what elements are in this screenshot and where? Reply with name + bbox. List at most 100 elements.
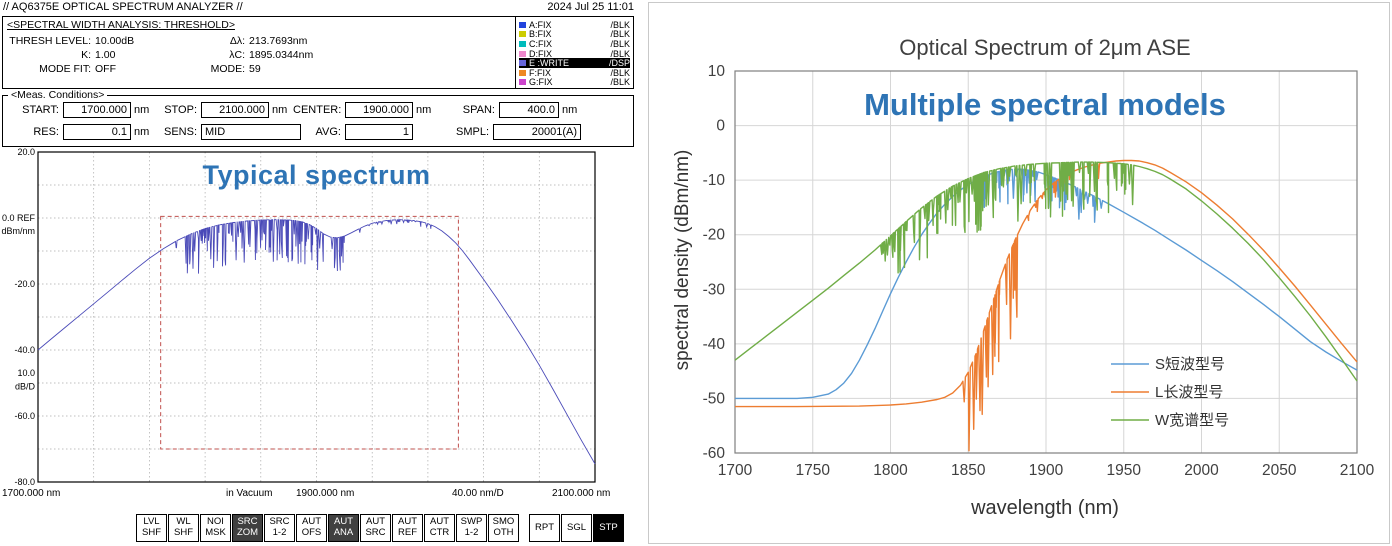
softkey-stp[interactable]: STP [593,514,624,542]
softkey-wl-shf[interactable]: WL SHF [168,514,199,542]
trace-row-f[interactable]: F:FIX/BLK [519,68,630,78]
meas-field-value[interactable]: 1900.000 [345,102,413,118]
legend-label: S短波型号 [1155,356,1225,373]
trace-color-swatch [519,60,526,67]
softkey-aut-src[interactable]: AUT SRC [360,514,391,542]
trace-row-c[interactable]: C:FIX/BLK [519,39,630,49]
trace-label: E :WRITE [529,58,569,69]
softkey-sgl[interactable]: SGL [561,514,592,542]
softkey-lvl-shf[interactable]: LVL SHF [136,514,167,542]
meas-field-label: AVG: [315,126,341,138]
meas-field-res: RES: 0.1 nm [7,124,149,140]
trace-label: C:FIX [529,38,553,49]
softkey-label: LVL [143,516,160,528]
osa-screen-panel: // AQ6375E OPTICAL SPECTRUM ANALYZER // … [0,0,644,546]
trace-row-e[interactable]: E :WRITE/DSP [519,58,630,68]
meas-field-avg: AVG: 1 [293,124,413,140]
trace-row-b[interactable]: B:FIX/BLK [519,29,630,40]
ase-x-tick-label: 2000 [1184,462,1219,479]
softkey-rpt[interactable]: RPT [529,514,560,542]
softkey-src-zom[interactable]: SRC ZOM [232,514,263,542]
osa-datetime: 2024 Jul 25 11:01 [547,1,634,13]
softkey-label: SGL [566,521,586,533]
meas-field-value[interactable]: 1 [345,124,413,140]
softkey-label: SMO [492,516,515,528]
softkey-aut-ref[interactable]: AUT REF [392,514,423,542]
trace-color-swatch [519,31,526,38]
trace-label: G:FIX [529,77,553,88]
analysis-l2-row0: Δλ: [229,35,245,47]
softkey-label: OFS [301,527,322,538]
trace-color-swatch [519,50,526,57]
osa-y-axis-label: dB/D [15,381,36,391]
x-label-start: 1700.000 nm [2,488,61,499]
softkey-smo-oth[interactable]: SMO OTH [488,514,519,542]
ase-x-axis-title: wavelength (nm) [971,497,1119,519]
trace-color-swatch [519,79,526,86]
ase-plot-frame [734,70,1358,454]
meas-field-value[interactable]: 1700.000 [63,102,131,118]
meas-field-unit: nm [134,104,150,116]
meas-field-label: STOP: [164,104,197,116]
softkey-label: STP [599,521,618,533]
ase-y-tick-label: -60 [703,445,726,462]
softkey-noi-msk[interactable]: NOI MSK [200,514,231,542]
softkey-aut-ctr[interactable]: AUT CTR [424,514,455,542]
meas-field-value[interactable]: MID [201,124,301,140]
meas-field-label: SPAN: [462,104,495,116]
softkey-label: SRC [365,527,386,538]
softkey-aut-ana[interactable]: AUT ANA [328,514,359,542]
softkey-label: SRC [269,516,290,528]
meas-field-value[interactable]: 20001(A) [493,124,581,140]
osa-title: // AQ6375E OPTICAL SPECTRUM ANALYZER // [3,1,243,13]
osa-y-axis-label: -20.0 [14,279,35,289]
ase-x-tick-label: 1700 [718,462,753,479]
softkey-label: REF [398,527,417,538]
softkey-src-1-2[interactable]: SRC 1-2 [264,514,295,542]
analysis-title: <SPECTRAL WIDTH ANALYSIS: THRESHOLD> [7,19,235,31]
trace-row-d[interactable]: D:FIX/BLK [519,49,630,59]
meas-field-value[interactable]: 400.0 [499,102,559,118]
softkey-label: RPT [535,521,554,533]
softkey-aut-ofs[interactable]: AUT OFS [296,514,327,542]
meas-field-label: RES: [33,126,59,138]
trace-color-swatch [519,40,526,47]
analysis-v2-row1: 1895.0344nm [249,49,314,61]
meas-field-sens: SENS: MID [159,124,301,140]
x-label-center: 1900.000 nm [296,488,355,499]
trace-label: F:FIX [529,67,551,78]
analysis-l1-row0: THRESH LEVEL: [9,35,91,47]
trace-color-swatch [519,21,526,28]
ase-x-tick-label: 1750 [796,462,831,479]
meas-field-value[interactable]: 0.1 [63,124,131,140]
ase-y-tick-label: -20 [703,227,726,244]
meas-field-start: START: 1700.000 nm [7,102,149,118]
meas-field-label: START: [22,104,59,116]
ase-x-tick-label: 2100 [1340,462,1375,479]
softkey-label: MSK [205,527,226,538]
x-label-stop: 2100.000 nm [552,488,611,499]
softkey-label: AUT [334,516,353,528]
softkey-swp-1-2[interactable]: SWP 1-2 [456,514,487,542]
trace-color-swatch [519,69,526,76]
ase-y-tick-label: -50 [703,390,726,407]
softkey-label: SRC [237,516,258,528]
meas-field-label: SMPL: [455,126,489,138]
ase-overlay-label: Multiple spectral models [864,87,1226,122]
trace-row-g[interactable]: G:FIX/BLK [519,77,630,88]
osa-y-axis-label: 20.0 [17,148,35,157]
softkey-label: ZOM [236,527,259,538]
x-label-vacuum: in Vacuum [226,488,273,499]
meas-field-value[interactable]: 2100.000 [201,102,269,118]
ase-y-tick-label: -30 [703,281,726,298]
ase-y-tick-label: 10 [708,63,726,80]
trace-status: /BLK [610,67,630,78]
osa-y-axis-label: -40.0 [14,345,35,355]
ase-y-tick-label: 0 [716,118,725,135]
trace-status: /BLK [610,29,630,40]
ase-y-tick-label: -10 [703,172,726,189]
osa-plot-frame [37,151,596,483]
analysis-v1-row1: 1.00 [95,49,116,61]
trace-row-a[interactable]: A:FIX/BLK [519,20,630,30]
